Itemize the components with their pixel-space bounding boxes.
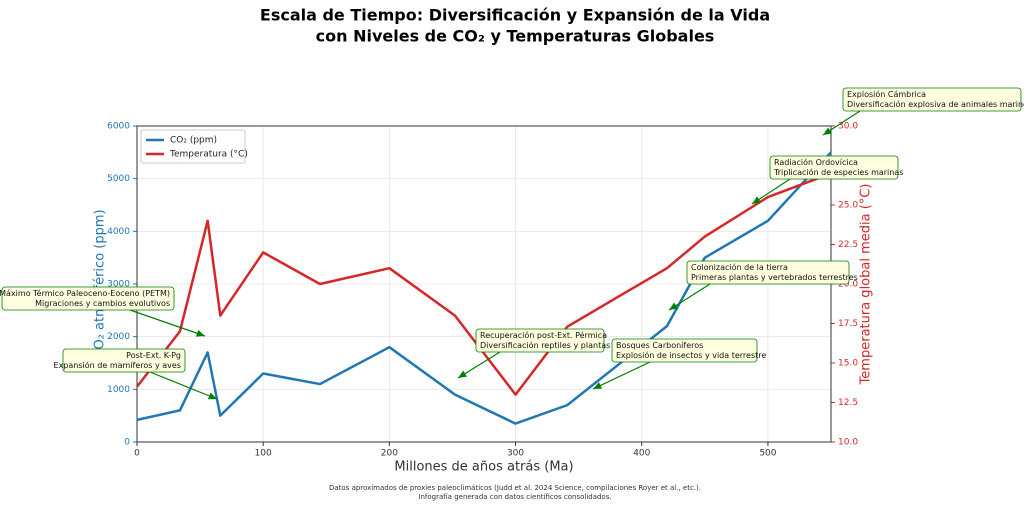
data-line <box>136 172 832 396</box>
annotation-arrow <box>822 110 861 136</box>
annotation-arrow <box>457 351 501 379</box>
annotation-text: Diversificación explosiva de animales ma… <box>847 99 1024 109</box>
y2-tick-label: 15.0 <box>838 359 858 369</box>
x-tick-label: 300 <box>507 449 524 459</box>
annotation-text: Radiación Ordovícica <box>774 157 858 167</box>
annotation-text: Colonización de la tierra <box>691 262 788 272</box>
annotation-box <box>1 286 175 311</box>
annotation-text: Post-Ext. K-Pg <box>126 351 181 360</box>
y-tick-label: 5000 <box>107 174 130 184</box>
x-tick-label: 100 <box>255 449 272 459</box>
chart-title: Escala de Tiempo: Diversificación y Expa… <box>260 6 770 25</box>
annotation-text: Recuperación post-Ext. Pérmica <box>480 330 607 340</box>
x-tick-label: 500 <box>759 449 776 459</box>
chart-title: con Niveles de CO₂ y Temperaturas Global… <box>316 27 715 46</box>
annotation-arrow <box>751 178 791 205</box>
annotation-text: Primeras plantas y vertebrados terrestre… <box>691 273 858 282</box>
y-axis-label: CO₂ atmosférico (ppm) <box>93 209 108 358</box>
y-tick-label: 6000 <box>107 122 130 132</box>
y2-tick-label: 17.5 <box>838 319 858 329</box>
legend-box <box>140 129 246 164</box>
y2-tick-label: 12.5 <box>838 398 858 408</box>
annotation-box <box>686 260 850 285</box>
x-tick-label: 0 <box>134 449 140 459</box>
annotation-text: Explosión Cámbrica <box>847 89 926 99</box>
y-tick-label: 0 <box>124 438 130 448</box>
annotation-text: Triplicación de especies marinas <box>773 167 903 177</box>
annotation-text: Expansión de mamíferos y aves <box>54 360 181 370</box>
x-tick-label: 200 <box>381 449 398 459</box>
y-tick-label: 2000 <box>107 332 130 342</box>
annotation-text: Bosques Carboníferos <box>616 341 703 350</box>
annotation-arrow <box>149 371 218 400</box>
annotation-box <box>475 328 605 353</box>
legend-label: CO₂ (ppm) <box>170 136 217 146</box>
y-tick-label: 3000 <box>107 280 130 290</box>
y-tick-label: 4000 <box>107 227 130 237</box>
annotation-box <box>62 348 186 373</box>
footer-note: Infografía generada con datos científico… <box>418 493 611 501</box>
y2-tick-label: 30.0 <box>838 122 858 132</box>
annotation-arrow <box>668 283 711 311</box>
annotation-box <box>842 87 1022 112</box>
y2-tick-label: 22.5 <box>838 240 858 250</box>
annotation-arrow <box>592 361 651 390</box>
y2-tick-label: 20.0 <box>838 280 858 290</box>
annotation-text: Migraciones y cambios evolutivos <box>35 299 170 308</box>
y2-axis-label: Temperatura global media (°C) <box>859 184 874 386</box>
y2-tick-label: 10.0 <box>838 438 858 448</box>
annotation-text: Explosión de insectos y vida terrestre <box>616 350 766 360</box>
annotation-text: Diversificación reptiles y plantas <box>480 340 610 350</box>
y-tick-label: 1000 <box>107 385 130 395</box>
annotation-arrow <box>129 309 206 337</box>
footer-note: Datos aproximados de proxies paleoclimát… <box>329 484 701 492</box>
annotation-box <box>611 338 758 363</box>
y2-tick-label: 25.0 <box>838 201 858 211</box>
data-line <box>136 151 832 425</box>
x-axis-label: Millones de años atrás (Ma) <box>394 460 573 475</box>
annotation-text: Máximo Térmico Paleoceno-Eoceno (PETM) <box>0 288 170 298</box>
legend-label: Temperatura (°C) <box>169 150 248 160</box>
x-tick-label: 400 <box>633 449 650 459</box>
annotation-box <box>769 155 899 180</box>
